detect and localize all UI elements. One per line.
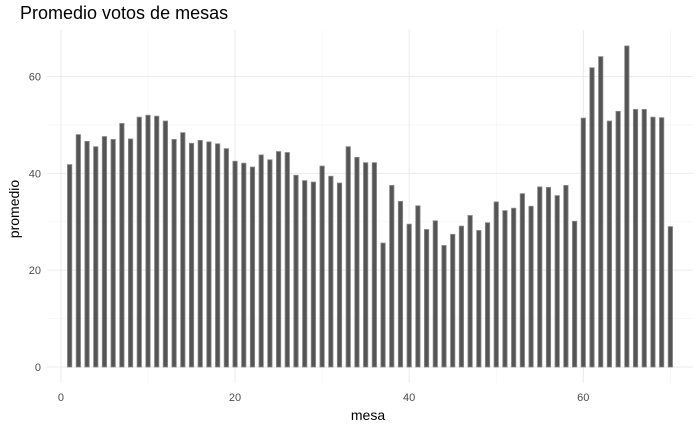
bar <box>598 56 604 368</box>
bar <box>554 195 560 368</box>
bar <box>154 115 160 368</box>
bar <box>276 151 282 368</box>
bar <box>537 186 543 368</box>
bar <box>127 138 134 368</box>
y-tick-label: 60 <box>29 71 41 83</box>
bar <box>258 154 264 368</box>
bar <box>484 222 491 368</box>
bar <box>397 201 404 368</box>
bar <box>67 164 73 368</box>
bar <box>441 245 447 368</box>
bars <box>67 45 673 368</box>
bar <box>615 110 621 368</box>
bar <box>545 186 552 368</box>
bar <box>136 116 142 368</box>
bar <box>659 117 665 368</box>
bar <box>319 165 325 368</box>
bar <box>101 136 108 368</box>
bar <box>232 160 238 368</box>
bar <box>432 220 438 368</box>
chart-title: Promedio votos de mesas <box>20 3 229 23</box>
y-tick-label: 40 <box>29 168 41 180</box>
bar <box>667 226 673 368</box>
bar <box>328 175 334 368</box>
bar <box>502 210 508 368</box>
x-tick-label: 40 <box>403 392 415 404</box>
bar <box>519 193 525 368</box>
bar <box>249 166 256 368</box>
bar <box>528 205 534 368</box>
bar <box>632 109 639 368</box>
bar <box>476 230 482 368</box>
bar <box>293 174 299 368</box>
bar <box>215 143 221 368</box>
y-tick-labels: 0 20 40 60 <box>29 71 41 374</box>
bar <box>267 159 273 368</box>
bar <box>302 180 308 368</box>
y-tick-label: 20 <box>29 265 41 277</box>
bar <box>84 140 90 368</box>
bar <box>589 67 595 368</box>
bar <box>206 141 212 368</box>
bar <box>450 233 456 368</box>
bar <box>336 182 343 368</box>
bar <box>415 205 421 368</box>
bar <box>458 225 464 368</box>
bar <box>363 162 369 368</box>
bar <box>572 220 578 368</box>
x-axis-title: mesa <box>351 407 385 423</box>
bar <box>180 132 186 368</box>
bar <box>493 201 499 368</box>
bar <box>119 123 125 368</box>
bar <box>197 139 203 368</box>
bar <box>110 139 116 368</box>
x-tick-label: 20 <box>229 392 241 404</box>
bar <box>641 109 647 368</box>
bar <box>145 114 151 368</box>
bar <box>406 223 412 368</box>
bar <box>389 185 395 368</box>
bar <box>171 139 177 368</box>
x-tick-labels: 0 20 40 60 <box>58 392 590 404</box>
bar <box>511 207 517 368</box>
y-tick-label: 0 <box>35 362 41 374</box>
bar <box>162 120 168 368</box>
bar <box>650 116 656 368</box>
bar <box>345 146 351 368</box>
bar <box>424 229 430 368</box>
bar <box>75 134 81 368</box>
bar <box>606 120 612 368</box>
bar <box>284 152 290 368</box>
bar <box>580 117 586 368</box>
bar <box>371 162 377 368</box>
bar <box>241 162 247 368</box>
bar <box>624 45 630 368</box>
x-tick-label: 0 <box>58 392 64 404</box>
bar <box>467 215 473 368</box>
grid-lines <box>47 30 693 383</box>
bar <box>188 142 195 368</box>
bar <box>93 146 99 368</box>
bar <box>563 185 569 368</box>
bar <box>354 156 360 368</box>
bar <box>380 242 386 368</box>
bar <box>223 148 229 368</box>
x-tick-label: 60 <box>577 392 589 404</box>
y-axis-title: promedio <box>6 180 22 239</box>
bar <box>310 181 316 368</box>
